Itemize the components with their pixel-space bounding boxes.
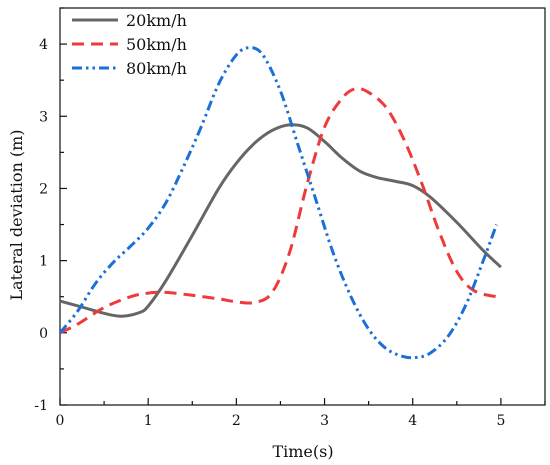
- x-tick-label: 2: [232, 413, 241, 429]
- y-tick-label: 2: [39, 181, 48, 197]
- y-tick-label: 1: [39, 254, 48, 270]
- y-tick-label: 4: [39, 37, 48, 53]
- series-line-3: [58, 46, 498, 360]
- y-tick-label: 0: [39, 326, 48, 342]
- legend-label-1: 20km/h: [126, 11, 187, 30]
- legend-label-3: 80km/h: [126, 59, 187, 78]
- x-tick-label: 0: [56, 413, 65, 429]
- series-line-1: [59, 123, 502, 318]
- x-tick-label: 5: [496, 413, 505, 429]
- plot-frame: [59, 7, 546, 406]
- x-tick-label: 3: [320, 413, 329, 429]
- series-layer: [58, 46, 502, 360]
- y-tick-label: 3: [39, 109, 48, 125]
- x-axis-label: Time(s): [272, 442, 333, 461]
- series-line-2: [59, 87, 502, 335]
- axes: 0 1 2 3 4 5 -1 0 1 2 3 4: [34, 7, 546, 429]
- legend: 20km/h 50km/h 80km/h: [72, 11, 187, 78]
- x-tick-label: 1: [144, 413, 153, 429]
- y-tick-label: -1: [34, 398, 48, 414]
- legend-label-2: 50km/h: [126, 35, 187, 54]
- y-axis-label: Lateral deviation (m): [7, 129, 26, 300]
- x-tick-label: 4: [408, 413, 417, 429]
